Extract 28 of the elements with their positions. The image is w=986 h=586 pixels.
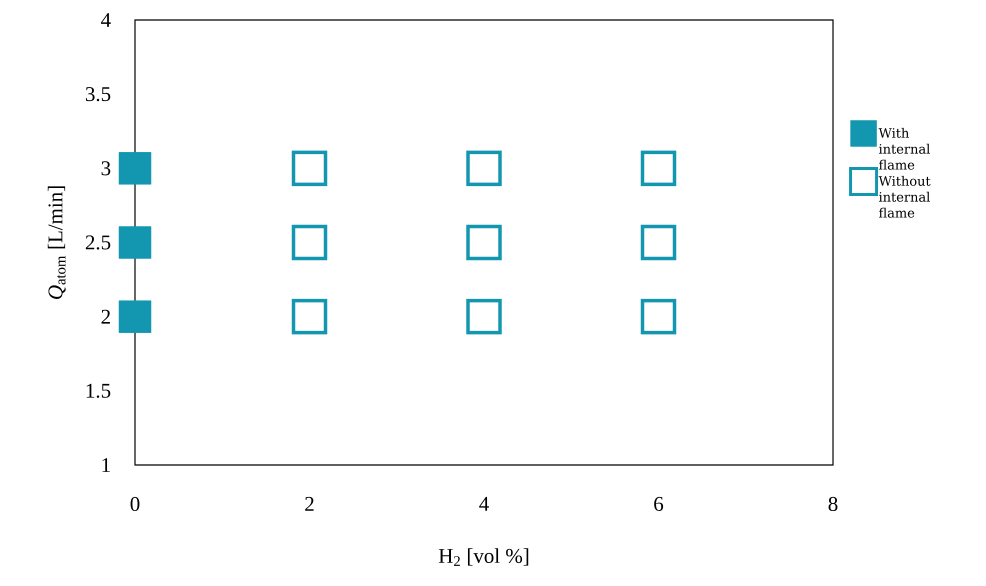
y-tick-label: 3 — [102, 161, 110, 176]
y-tick-label: 4 — [101, 13, 111, 27]
x-tick-label: 8 — [828, 496, 838, 512]
point — [466, 150, 502, 186]
x-tick-label: 6 — [654, 496, 664, 511]
point — [466, 298, 502, 334]
x-axis-title: H$_{2}$ [vol %] — [438, 548, 528, 566]
x-tick-label: 4 — [479, 496, 489, 511]
y-axis-title: Q$_{atom}$ [L/min] — [48, 186, 66, 299]
y-tick-label: 3.5 — [86, 87, 110, 102]
point — [118, 300, 152, 333]
point — [640, 298, 676, 334]
y-tick-label: 1 — [102, 458, 110, 472]
x-tick-label: 2 — [305, 496, 314, 511]
point — [466, 224, 502, 260]
point — [640, 150, 676, 186]
point — [640, 224, 676, 260]
point — [118, 226, 152, 259]
point — [292, 150, 328, 186]
y-tick-label: 1.5 — [86, 384, 110, 398]
x-tick-label: 0 — [130, 496, 140, 512]
y-tick-label: 2.5 — [86, 235, 110, 250]
legend-label: Without internal flame — [878, 176, 931, 218]
y-tick-label: 2 — [102, 310, 110, 324]
point — [292, 298, 328, 334]
legend-label: With internal flame — [878, 128, 930, 170]
point — [292, 224, 328, 260]
point — [118, 152, 152, 185]
